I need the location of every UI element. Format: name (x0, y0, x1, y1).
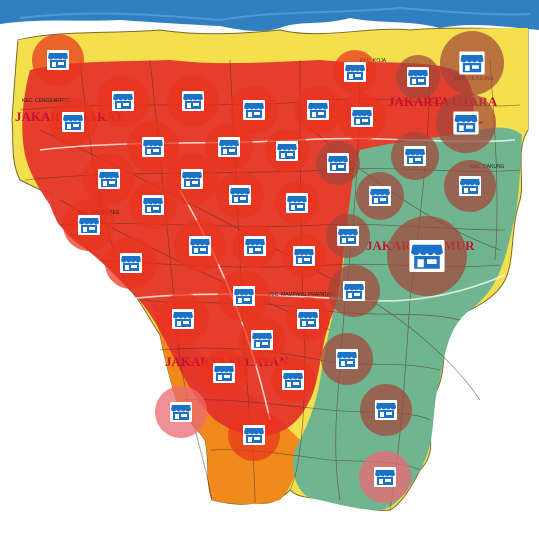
store-marker[interactable] (356, 172, 404, 220)
storefront-icon (47, 50, 69, 70)
storefront-icon (459, 51, 485, 75)
storefront-icon (327, 153, 349, 173)
storefront-icon (98, 169, 120, 189)
storefront-icon (213, 363, 235, 383)
storefront-icon (78, 215, 100, 235)
store-marker[interactable] (360, 384, 412, 436)
store-marker[interactable] (49, 98, 97, 146)
store-marker[interactable] (228, 409, 280, 461)
store-marker[interactable] (321, 333, 373, 385)
storefront-icon (229, 185, 251, 205)
storefront-icon (244, 236, 266, 256)
storefront-icon (62, 112, 84, 132)
store-marker[interactable] (200, 349, 248, 397)
storefront-icon (189, 236, 211, 256)
store-marker[interactable] (233, 224, 277, 268)
store-marker[interactable] (333, 50, 377, 94)
store-marker[interactable] (129, 181, 177, 229)
store-marker[interactable] (328, 265, 380, 317)
store-marker[interactable] (63, 199, 115, 251)
storefront-icon (337, 226, 359, 246)
store-marker[interactable] (205, 123, 253, 171)
storefront-icon (459, 176, 481, 196)
store-marker[interactable] (444, 160, 496, 212)
storefront-icon (409, 240, 445, 272)
storefront-icon (286, 193, 308, 213)
store-marker[interactable] (166, 153, 218, 205)
store-marker[interactable] (359, 451, 411, 503)
storefront-icon (182, 91, 204, 111)
storefront-icon (120, 253, 142, 273)
storefront-icon (375, 400, 397, 420)
storefront-icon (453, 111, 479, 135)
store-marker[interactable] (387, 216, 467, 296)
storefront-icon (344, 62, 366, 82)
storefront-icon (142, 195, 164, 215)
storefront-icon (374, 467, 396, 487)
store-marker[interactable] (155, 386, 207, 438)
storefront-icon (282, 370, 304, 390)
store-marker[interactable] (326, 214, 370, 258)
store-marker[interactable] (275, 181, 319, 225)
storefront-icon (343, 281, 365, 301)
storefront-icon (407, 67, 429, 87)
store-marker[interactable] (97, 75, 149, 127)
storefront-icon (243, 100, 265, 120)
storefront-icon (297, 309, 319, 329)
store-markers (32, 31, 504, 503)
storefront-icon (181, 169, 203, 189)
store-marker[interactable] (391, 132, 439, 180)
storefront-icon (369, 186, 391, 206)
store-marker[interactable] (174, 220, 226, 272)
store-marker[interactable] (167, 75, 219, 127)
store-marker[interactable] (282, 234, 326, 278)
storefront-icon (293, 246, 315, 266)
district-label-mampang: KEC. MAMPANG PRAPATAN (268, 292, 334, 298)
store-marker[interactable] (286, 297, 330, 341)
sea (0, 0, 539, 32)
sea-highlight (19, 6, 531, 22)
store-marker[interactable] (396, 55, 440, 99)
storefront-icon (404, 146, 426, 166)
storefront-icon (307, 100, 329, 120)
store-marker[interactable] (83, 153, 135, 205)
storefront-icon (142, 137, 164, 157)
storefront-icon (243, 425, 265, 445)
district-label-cengkareng: KEC. CENGKARENG (22, 98, 71, 104)
store-marker[interactable] (157, 293, 209, 345)
store-marker[interactable] (440, 31, 504, 95)
store-marker[interactable] (271, 358, 315, 402)
store-marker[interactable] (105, 237, 157, 289)
storefront-icon (172, 309, 194, 329)
store-marker[interactable] (127, 121, 179, 173)
store-marker[interactable] (316, 141, 360, 185)
storefront-icon (170, 402, 192, 422)
store-marker[interactable] (436, 93, 496, 153)
store-marker[interactable] (32, 34, 84, 86)
store-marker[interactable] (218, 270, 270, 322)
store-marker[interactable] (265, 129, 309, 173)
storefront-icon (336, 349, 358, 369)
storefront-icon (218, 137, 240, 157)
storefront-icon (351, 107, 373, 127)
storefront-icon (233, 286, 255, 306)
store-marker[interactable] (338, 93, 386, 141)
store-marker[interactable] (216, 171, 264, 219)
store-marker[interactable] (238, 316, 286, 364)
store-marker[interactable] (230, 86, 278, 134)
storefront-icon (251, 330, 273, 350)
storefront-icon (112, 91, 134, 111)
storefront-icon (276, 141, 298, 161)
store-marker[interactable] (294, 86, 342, 134)
